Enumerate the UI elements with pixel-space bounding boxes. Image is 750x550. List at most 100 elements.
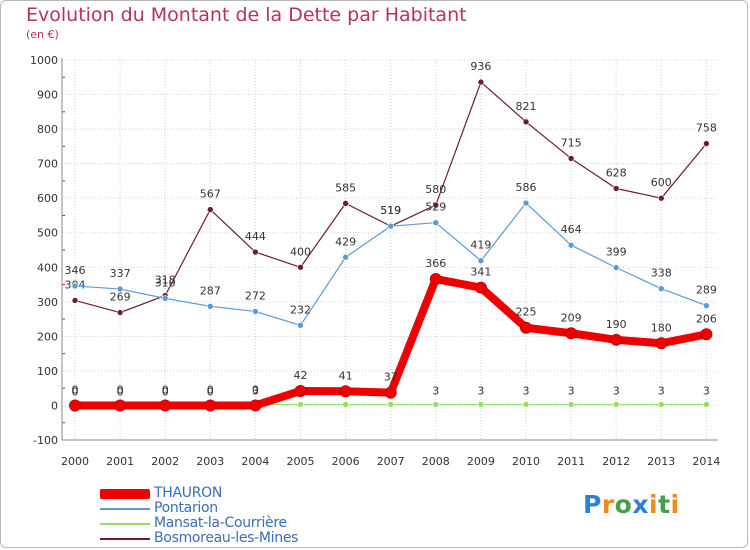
data-point <box>204 399 217 412</box>
y-tick-label: 200 <box>37 330 58 343</box>
y-tick-label: 500 <box>37 227 58 240</box>
data-point <box>567 241 575 249</box>
y-tick-label: 300 <box>37 296 58 309</box>
data-label: 287 <box>200 284 221 297</box>
data-point <box>342 253 349 261</box>
data-label: 269 <box>110 291 131 304</box>
data-point <box>297 263 304 271</box>
data-point <box>700 328 713 341</box>
x-tick-label: 2011 <box>557 455 585 468</box>
data-label: 715 <box>561 136 582 149</box>
data-label: 289 <box>696 284 717 297</box>
data-label: 206 <box>696 312 717 325</box>
data-label: 429 <box>335 235 356 248</box>
legend-label-thauron: THAURON <box>154 485 223 501</box>
data-label: 567 <box>200 188 221 201</box>
data-point <box>612 401 620 408</box>
data-point <box>429 273 442 286</box>
data-point <box>612 185 620 192</box>
data-point <box>387 401 395 408</box>
data-label: 0 <box>162 385 169 398</box>
data-label: 3 <box>477 384 484 397</box>
data-point <box>249 399 262 412</box>
data-point <box>116 309 124 316</box>
data-point <box>69 399 81 412</box>
data-point <box>252 248 259 256</box>
data-label: 337 <box>110 267 131 280</box>
data-point <box>297 401 304 408</box>
legend-swatch-pontarion <box>100 508 150 510</box>
data-label: 3 <box>568 384 575 397</box>
x-tick-label: 2002 <box>151 455 179 468</box>
data-label: 0 <box>117 385 124 398</box>
data-label: 338 <box>651 267 672 280</box>
data-point <box>657 401 665 408</box>
logo-letter: i <box>649 490 659 519</box>
logo-letter: P <box>583 490 602 519</box>
data-point <box>342 200 349 207</box>
logo-letter: x <box>632 490 649 519</box>
data-point <box>655 337 668 350</box>
data-label: 399 <box>606 246 627 259</box>
data-label: 419 <box>470 239 491 252</box>
x-tick-label: 2000 <box>61 455 89 468</box>
data-point <box>252 308 259 315</box>
data-label: 0 <box>207 385 214 398</box>
data-label: 0 <box>207 383 214 396</box>
logo-letter: o <box>614 490 633 519</box>
data-label: 42 <box>294 369 308 382</box>
data-point <box>477 401 485 408</box>
data-label: 628 <box>606 167 627 180</box>
x-tick-label: 2010 <box>512 455 540 468</box>
data-point <box>567 401 575 408</box>
y-tick-label: 400 <box>37 261 58 274</box>
data-label: 0 <box>252 383 259 396</box>
data-label: 0 <box>162 383 169 396</box>
data-label: 41 <box>339 369 353 382</box>
data-point <box>432 201 440 209</box>
y-tick-label: 700 <box>37 158 58 171</box>
logo-letter: r <box>601 490 615 519</box>
x-tick-label: 2009 <box>467 455 495 468</box>
data-point <box>474 281 487 294</box>
data-label: 444 <box>245 230 266 243</box>
data-label: 519 <box>380 204 401 217</box>
x-tick-label: 2006 <box>332 455 360 468</box>
data-point <box>657 194 665 202</box>
plot-area <box>62 60 718 440</box>
data-label: 190 <box>606 318 627 331</box>
data-label: 225 <box>516 306 537 319</box>
data-label: 758 <box>696 122 717 135</box>
logo-letter: i <box>670 490 680 519</box>
data-point <box>703 401 710 408</box>
data-point <box>384 386 397 399</box>
x-tick-label: 2004 <box>241 455 269 468</box>
x-tick-label: 2005 <box>287 455 315 468</box>
y-tick-label: -100 <box>33 434 58 447</box>
data-label: 3 <box>703 384 710 397</box>
data-point <box>159 399 172 412</box>
data-point <box>114 399 127 412</box>
data-point <box>432 401 440 408</box>
x-tick-label: 2007 <box>377 455 405 468</box>
data-point <box>342 401 349 408</box>
proxiti-logo: Proxiti <box>583 490 680 519</box>
data-label: 0 <box>72 385 79 398</box>
x-tick-label: 2014 <box>692 455 720 468</box>
y-tick-label: 600 <box>37 192 58 205</box>
data-label: 209 <box>561 311 582 324</box>
x-tick-label: 2003 <box>196 455 224 468</box>
data-point <box>567 155 575 162</box>
data-point <box>297 322 304 329</box>
data-point <box>207 303 214 310</box>
data-label: 580 <box>425 183 446 196</box>
legend-label-bosmoreau: Bosmoreau-les-Mines <box>154 530 299 546</box>
data-label: 3 <box>252 384 259 397</box>
data-label: 232 <box>290 303 311 316</box>
y-tick-label: 900 <box>37 89 58 102</box>
data-point <box>161 295 169 302</box>
data-point <box>522 118 530 126</box>
data-label: 529 <box>425 201 446 214</box>
data-point <box>703 302 710 309</box>
